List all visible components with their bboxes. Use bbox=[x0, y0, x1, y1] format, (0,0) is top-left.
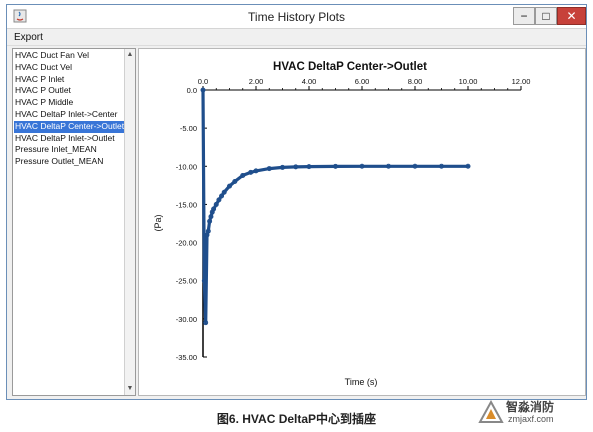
list-item[interactable]: HVAC P Outlet bbox=[15, 85, 71, 96]
list-item[interactable]: HVAC P Middle bbox=[15, 97, 74, 108]
data-point bbox=[439, 163, 444, 169]
watermark: 智淼消防 zmjaxf.com bbox=[478, 396, 588, 428]
window-title: Time History Plots bbox=[248, 10, 345, 24]
data-point bbox=[266, 166, 272, 172]
minimize-button[interactable]: − bbox=[513, 7, 535, 25]
list-scrollbar[interactable]: ▲ ▼ bbox=[124, 49, 135, 395]
variable-list: HVAC Duct Fan Vel HVAC Duct Vel HVAC P Inl… bbox=[14, 50, 124, 394]
time-history-chart: HVAC DeltaP Center->Outlet 0.0 2.00 4.00 6.0… bbox=[153, 61, 531, 387]
y-tick-label: -20.00 bbox=[176, 239, 197, 248]
data-point bbox=[200, 87, 206, 93]
y-tick-label: -25.00 bbox=[176, 277, 197, 286]
time-history-window: Time History Plots − □ ✕ Export HVAC Duc… bbox=[6, 4, 587, 400]
list-item[interactable]: HVAC DeltaP Inlet->Center bbox=[15, 108, 118, 119]
data-point bbox=[293, 164, 299, 170]
x-tick-label: 2.00 bbox=[249, 77, 264, 86]
list-item[interactable]: HVAC Duct Vel bbox=[15, 61, 73, 72]
data-point bbox=[201, 278, 207, 284]
data-point bbox=[333, 163, 338, 169]
scroll-down-arrow-icon[interactable]: ▼ bbox=[126, 385, 134, 392]
data-point bbox=[232, 179, 238, 185]
list-item[interactable]: HVAC Duct Fan Vel bbox=[15, 50, 90, 60]
list-item[interactable]: Pressure Inlet_MEAN bbox=[15, 144, 97, 155]
watermark-name: 智淼消防 bbox=[506, 400, 555, 414]
data-point bbox=[280, 164, 285, 170]
x-axis-label: Time (s) bbox=[345, 377, 378, 387]
data-point bbox=[465, 163, 471, 169]
data-point bbox=[216, 197, 222, 203]
list-item[interactable]: Pressure Outlet_MEAN bbox=[15, 156, 104, 167]
data-point bbox=[221, 189, 227, 195]
list-item[interactable]: HVAC DeltaP Inlet->Outlet bbox=[15, 132, 115, 143]
title-bar[interactable]: Time History Plots − □ ✕ bbox=[7, 5, 586, 29]
scroll-up-arrow-icon[interactable]: ▲ bbox=[126, 51, 134, 58]
variable-list-pane: HVAC Duct Fan Vel HVAC Duct Vel HVAC P Inl… bbox=[12, 48, 136, 396]
data-point bbox=[208, 214, 214, 220]
data-point bbox=[227, 183, 232, 189]
figure-caption: 图6. HVAC DeltaP中心到插座 bbox=[216, 412, 377, 426]
y-tick-label: -10.00 bbox=[176, 162, 197, 171]
y-tick-label: -5.00 bbox=[180, 124, 197, 133]
watermark-logo-icon bbox=[478, 400, 504, 423]
maximize-button[interactable]: □ bbox=[535, 7, 557, 25]
close-button[interactable]: ✕ bbox=[557, 7, 586, 25]
data-point bbox=[203, 320, 209, 326]
chart-title: HVAC DeltaP Center->Outlet bbox=[273, 61, 427, 73]
data-point bbox=[219, 193, 225, 199]
java-app-icon bbox=[13, 9, 27, 23]
y-tick-label: -35.00 bbox=[176, 353, 197, 362]
data-point bbox=[386, 163, 391, 169]
y-tick-label: -30.00 bbox=[176, 315, 197, 324]
y-tick-label: 0.0 bbox=[187, 86, 197, 95]
x-tick-label: 12.00 bbox=[512, 77, 531, 86]
x-tick-label: 4.00 bbox=[302, 77, 317, 86]
data-point bbox=[412, 163, 418, 169]
data-point bbox=[211, 206, 217, 212]
data-point bbox=[205, 228, 211, 234]
x-tick-label: 0.0 bbox=[198, 77, 208, 86]
data-point bbox=[253, 168, 259, 174]
menu-export[interactable]: Export bbox=[14, 32, 43, 43]
x-tick-label: 6.00 bbox=[355, 77, 370, 86]
x-tick-label: 10.00 bbox=[459, 77, 478, 86]
data-point bbox=[207, 218, 213, 224]
y-axis-label: (Pa) bbox=[153, 214, 163, 231]
series-line bbox=[201, 88, 470, 325]
menu-bar: Export bbox=[7, 29, 586, 46]
data-point bbox=[359, 163, 365, 169]
list-item[interactable]: HVAC P Inlet bbox=[15, 73, 65, 84]
plot-pane: HVAC DeltaP Center->Outlet 0.0 2.00 4.00 6.0… bbox=[138, 48, 586, 396]
data-point bbox=[248, 169, 254, 175]
data-point bbox=[213, 201, 219, 207]
watermark-site: zmjaxf.com bbox=[508, 414, 554, 424]
x-tick-label: 8.00 bbox=[408, 77, 423, 86]
data-point bbox=[240, 172, 246, 178]
data-point bbox=[306, 164, 312, 170]
y-tick-label: -15.00 bbox=[176, 200, 197, 209]
list-item[interactable]: HVAC DeltaP Center->Outlet bbox=[14, 120, 124, 133]
